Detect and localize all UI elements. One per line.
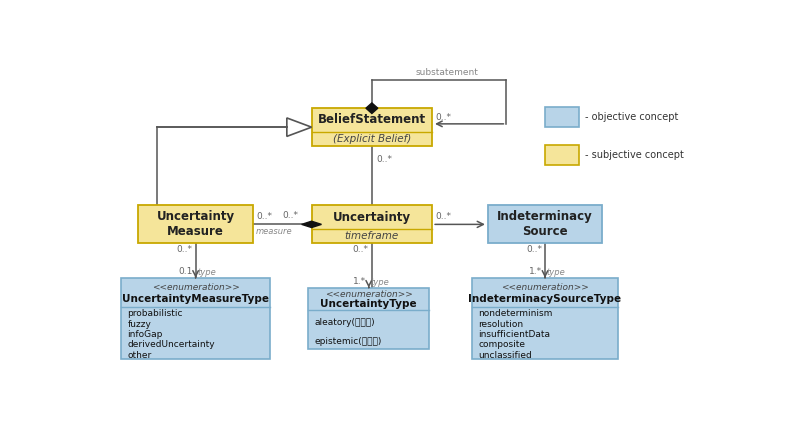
Text: 0..*: 0..* [526, 245, 542, 254]
Text: Uncertainty
Measure: Uncertainty Measure [156, 211, 235, 238]
Text: - subjective concept: - subjective concept [585, 150, 684, 160]
Text: type: type [197, 268, 216, 277]
Text: 0..*: 0..* [176, 245, 192, 254]
Text: timeframe: timeframe [345, 231, 399, 241]
Text: aleatory(요아위): aleatory(요아위) [314, 318, 375, 327]
FancyBboxPatch shape [545, 107, 579, 127]
Text: composite: composite [479, 340, 526, 349]
Text: (Explicit Belief): (Explicit Belief) [333, 134, 411, 144]
Text: Uncertainty: Uncertainty [333, 211, 411, 224]
Text: 1.*: 1.* [353, 277, 365, 286]
Text: 0..*: 0..* [435, 113, 451, 122]
Text: infoGap: infoGap [128, 330, 163, 339]
Text: - objective concept: - objective concept [585, 112, 678, 122]
Text: unclassified: unclassified [479, 351, 532, 360]
Text: resolution: resolution [479, 320, 523, 329]
FancyBboxPatch shape [309, 288, 429, 349]
Text: measure: measure [256, 227, 293, 236]
Text: <<enumeration>>: <<enumeration>> [325, 290, 413, 299]
Text: UncertaintyMeasureType: UncertaintyMeasureType [122, 294, 269, 304]
Text: 0.1: 0.1 [178, 267, 192, 276]
FancyBboxPatch shape [472, 278, 618, 359]
Text: 1.*: 1.* [529, 267, 542, 276]
Text: 0..*: 0..* [377, 155, 393, 164]
Text: 0..*: 0..* [353, 245, 369, 254]
Polygon shape [366, 103, 377, 113]
Text: nondeterminism: nondeterminism [479, 309, 553, 318]
FancyBboxPatch shape [545, 145, 579, 165]
FancyBboxPatch shape [311, 108, 433, 146]
Text: fuzzy: fuzzy [128, 320, 152, 329]
Text: other: other [128, 351, 152, 360]
Text: IndeterminacySourceType: IndeterminacySourceType [468, 294, 622, 304]
FancyBboxPatch shape [121, 278, 270, 359]
Text: derivedUncertainty: derivedUncertainty [128, 340, 215, 349]
Text: epistemic(지식의): epistemic(지식의) [314, 337, 382, 346]
Text: 0..*: 0..* [435, 212, 451, 221]
Text: BeliefStatement: BeliefStatement [318, 113, 426, 126]
Text: Indeterminacy
Source: Indeterminacy Source [497, 211, 593, 238]
Text: 0..*: 0..* [282, 211, 298, 220]
Text: probabilistic: probabilistic [128, 309, 183, 318]
Text: <<enumeration>>: <<enumeration>> [152, 283, 239, 292]
Text: type: type [547, 268, 566, 277]
FancyBboxPatch shape [488, 205, 602, 244]
Text: UncertaintyType: UncertaintyType [321, 299, 417, 309]
Text: substatement: substatement [415, 68, 478, 77]
Text: <<enumeration>>: <<enumeration>> [501, 283, 589, 292]
Text: type: type [370, 278, 389, 287]
Polygon shape [302, 221, 322, 228]
Text: insufficientData: insufficientData [479, 330, 551, 339]
FancyBboxPatch shape [138, 205, 253, 244]
FancyBboxPatch shape [311, 205, 433, 244]
Text: 0..*: 0..* [256, 212, 272, 221]
